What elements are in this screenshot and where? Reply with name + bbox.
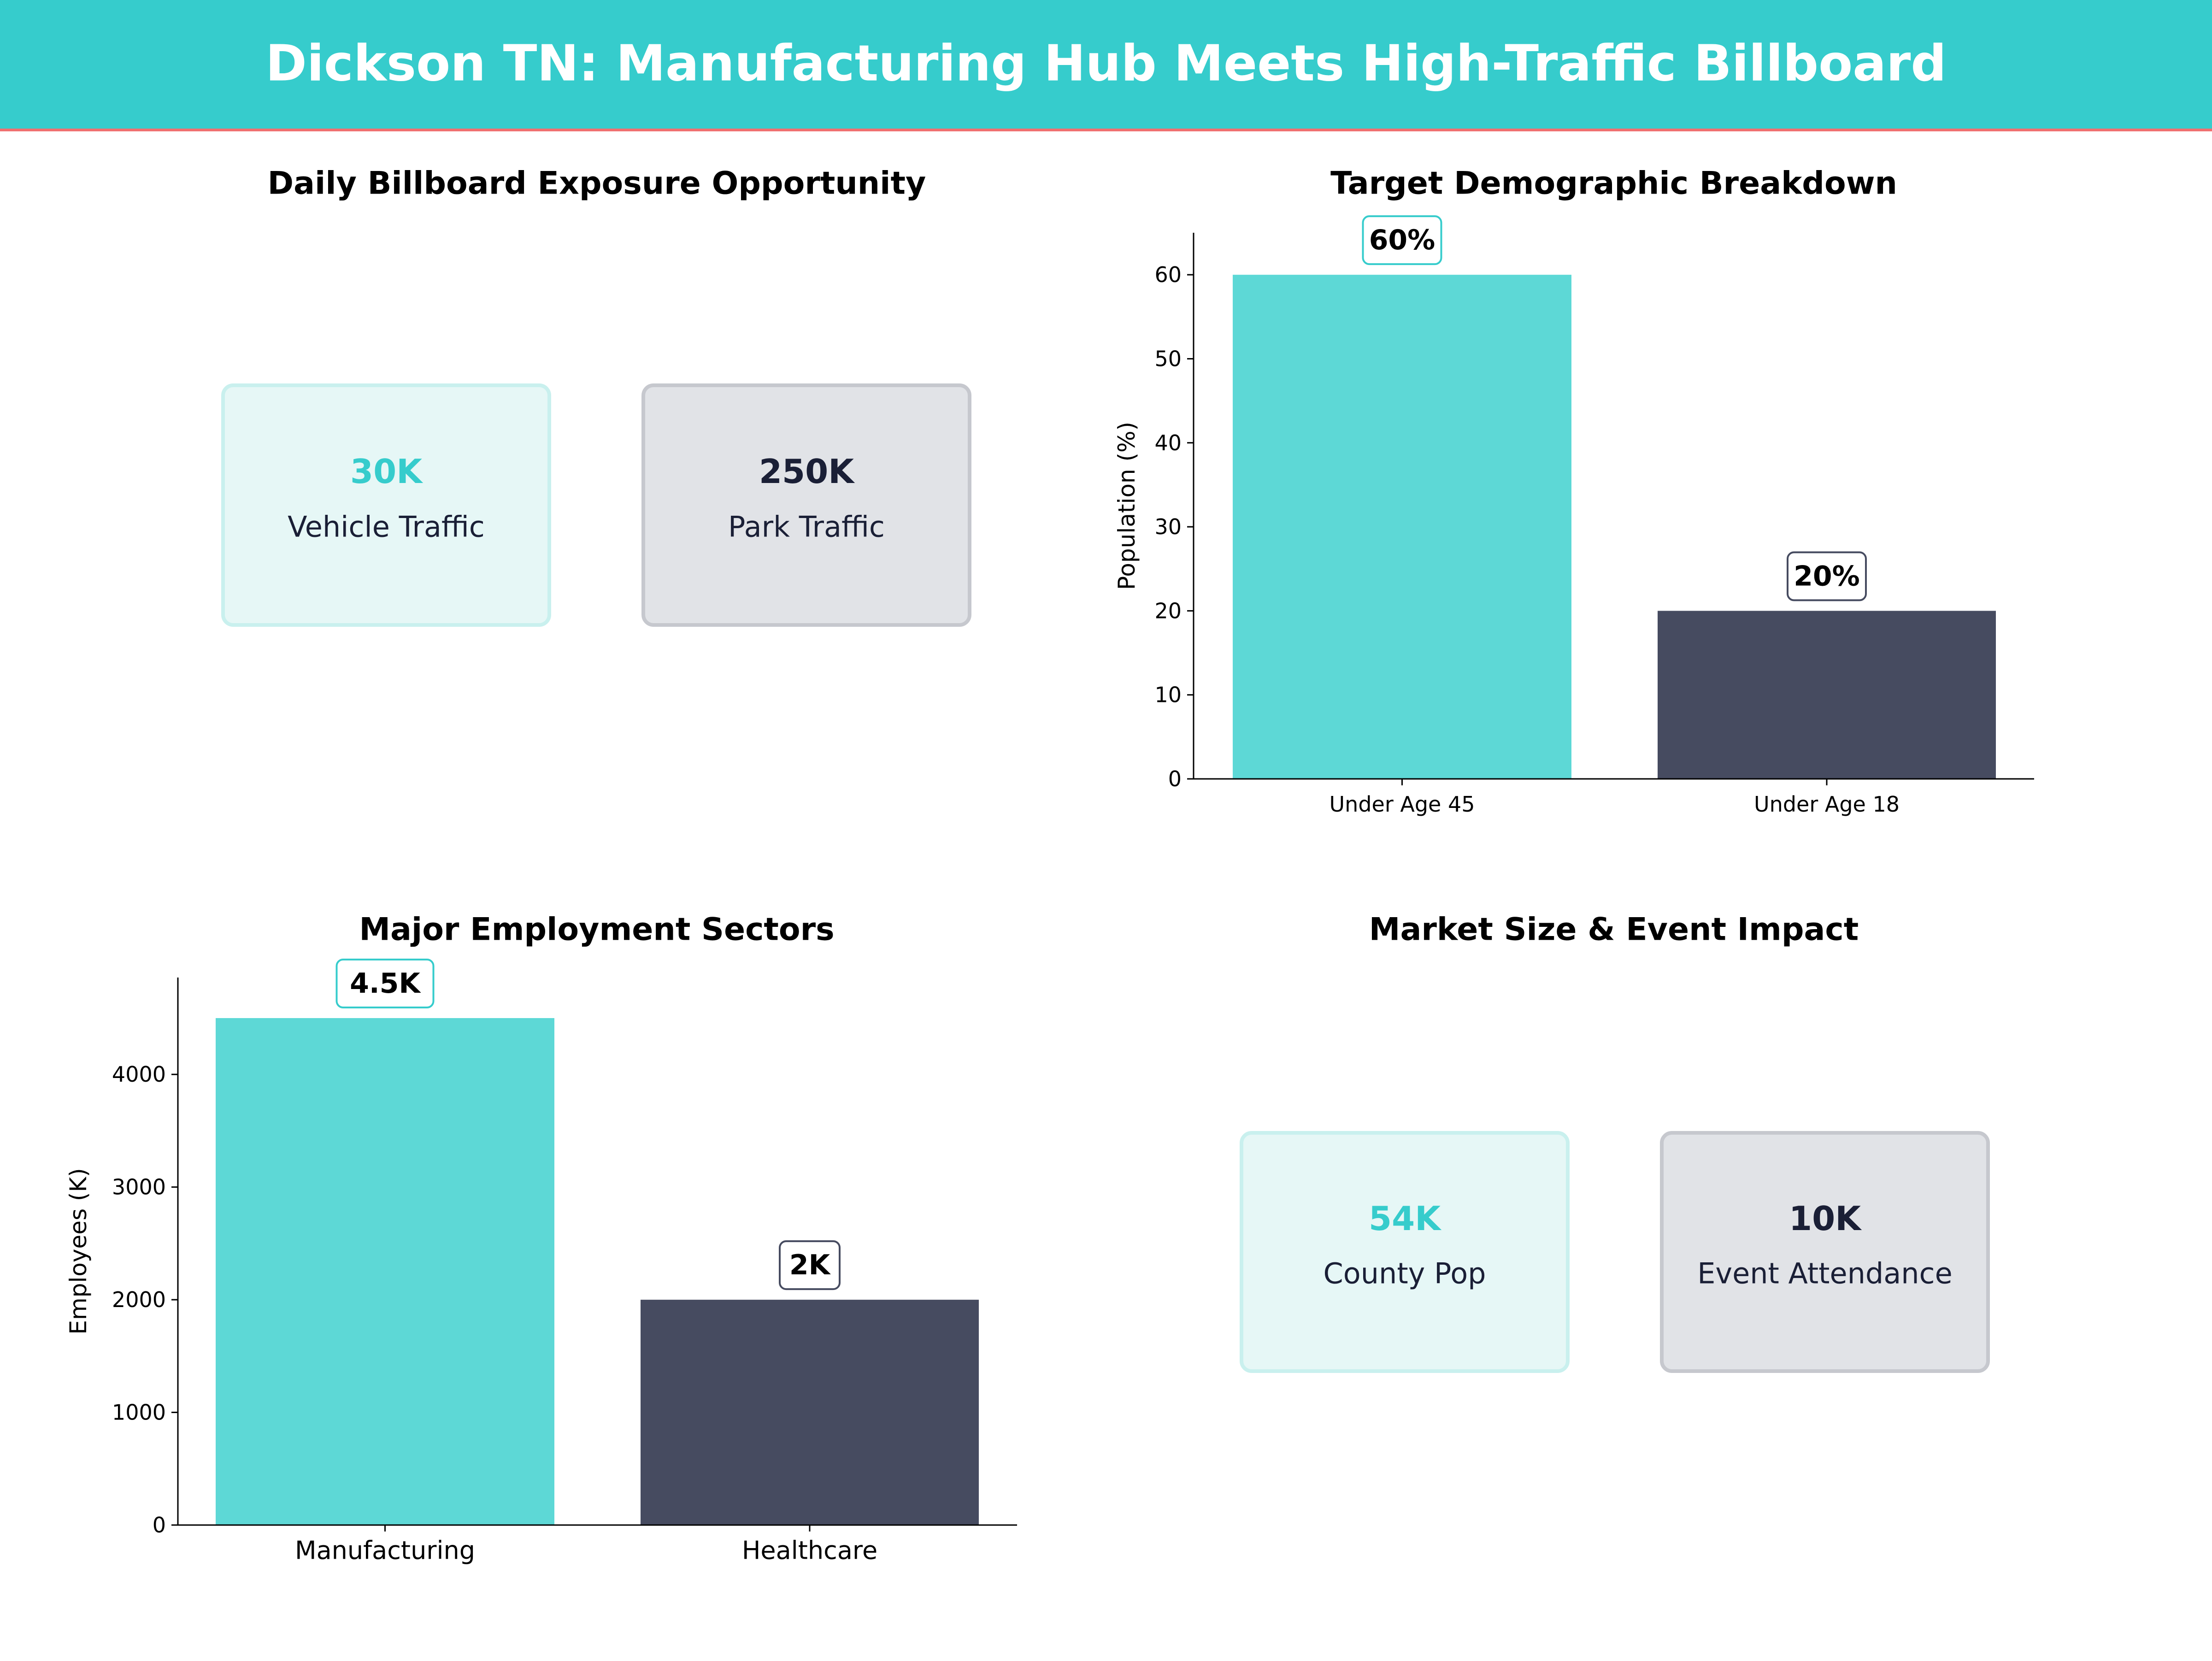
data-label-box <box>779 1240 841 1290</box>
employment-chart-title: Major Employment Sectors <box>359 912 834 948</box>
card-background <box>641 383 971 627</box>
card-background <box>1660 1131 1990 1373</box>
y-tick-label: 40 <box>1154 430 1182 455</box>
data-label: 20% <box>1794 560 1860 592</box>
demographic-chart-title: Target Demographic Breakdown <box>1330 165 1897 202</box>
bar-chart-1: 4.5K Manufacturing 2K Healthcare 0 1000 2000 30… <box>65 959 1017 1565</box>
y-tick-label: 1000 <box>112 1400 166 1425</box>
market-title: Market Size & Event Impact <box>1369 912 1859 948</box>
bar-healthcare <box>641 1300 979 1525</box>
y-tick-label: 10 <box>1154 683 1182 707</box>
data-label-box <box>1362 215 1442 265</box>
exposure-title: Daily Billboard Exposure Opportunity <box>268 165 926 202</box>
bar-manufacturing <box>216 1018 554 1525</box>
card-value: 54K <box>1369 1199 1441 1238</box>
metric-card-vehicle-traffic: 30K Vehicle Traffic <box>221 383 551 627</box>
card-value: 30K <box>350 452 423 491</box>
card-label: Vehicle Traffic <box>288 510 485 543</box>
bar-under-age-18 <box>1658 611 1996 779</box>
card-label: County Pop <box>1324 1257 1486 1290</box>
card-label: Event Attendance <box>1697 1257 1953 1290</box>
page-title: Dickson TN: Manufacturing Hub Meets High… <box>265 35 1946 93</box>
y-tick-label: 60 <box>1154 262 1182 287</box>
data-label-box <box>335 959 435 1008</box>
y-tick-label: 50 <box>1154 346 1182 371</box>
y-axis-label: Employees (K) <box>65 1168 92 1334</box>
y-tick-label: 30 <box>1154 514 1182 539</box>
data-label-box <box>1787 551 1867 601</box>
card-value: 250K <box>759 452 855 491</box>
metric-card-park-traffic: 250K Park Traffic <box>641 383 971 627</box>
y-tick-label: 0 <box>1168 766 1182 791</box>
x-tick-label: Under Age 18 <box>1754 792 1900 817</box>
header-underline <box>0 129 2212 131</box>
card-background <box>1240 1131 1570 1373</box>
y-tick-label: 2000 <box>112 1287 166 1312</box>
data-label: 4.5K <box>350 967 421 1000</box>
bar-chart-0: 60% Under Age 45 20% Under Age 18 0 10 20 30 40 5… <box>1113 215 2034 817</box>
bar-under-age-45 <box>1233 275 1571 779</box>
y-axis-label: Population (%) <box>1113 422 1140 590</box>
card-value: 10K <box>1789 1199 1862 1238</box>
y-tick-label: 4000 <box>112 1062 166 1087</box>
data-label: 60% <box>1369 224 1435 256</box>
metric-card-county-pop: 54K County Pop <box>1240 1131 1570 1373</box>
metric-card-event-attendance: 10K Event Attendance <box>1660 1131 1990 1373</box>
data-label: 2K <box>789 1249 831 1281</box>
x-tick-label: Under Age 45 <box>1330 792 1475 817</box>
x-tick-label: Manufacturing <box>295 1536 475 1565</box>
card-label: Park Traffic <box>728 510 885 543</box>
header-bar <box>0 0 2212 130</box>
y-tick-label: 0 <box>153 1513 166 1537</box>
x-tick-label: Healthcare <box>742 1536 877 1565</box>
y-tick-label: 20 <box>1154 598 1182 623</box>
card-background <box>221 383 551 627</box>
y-tick-label: 3000 <box>112 1175 166 1200</box>
